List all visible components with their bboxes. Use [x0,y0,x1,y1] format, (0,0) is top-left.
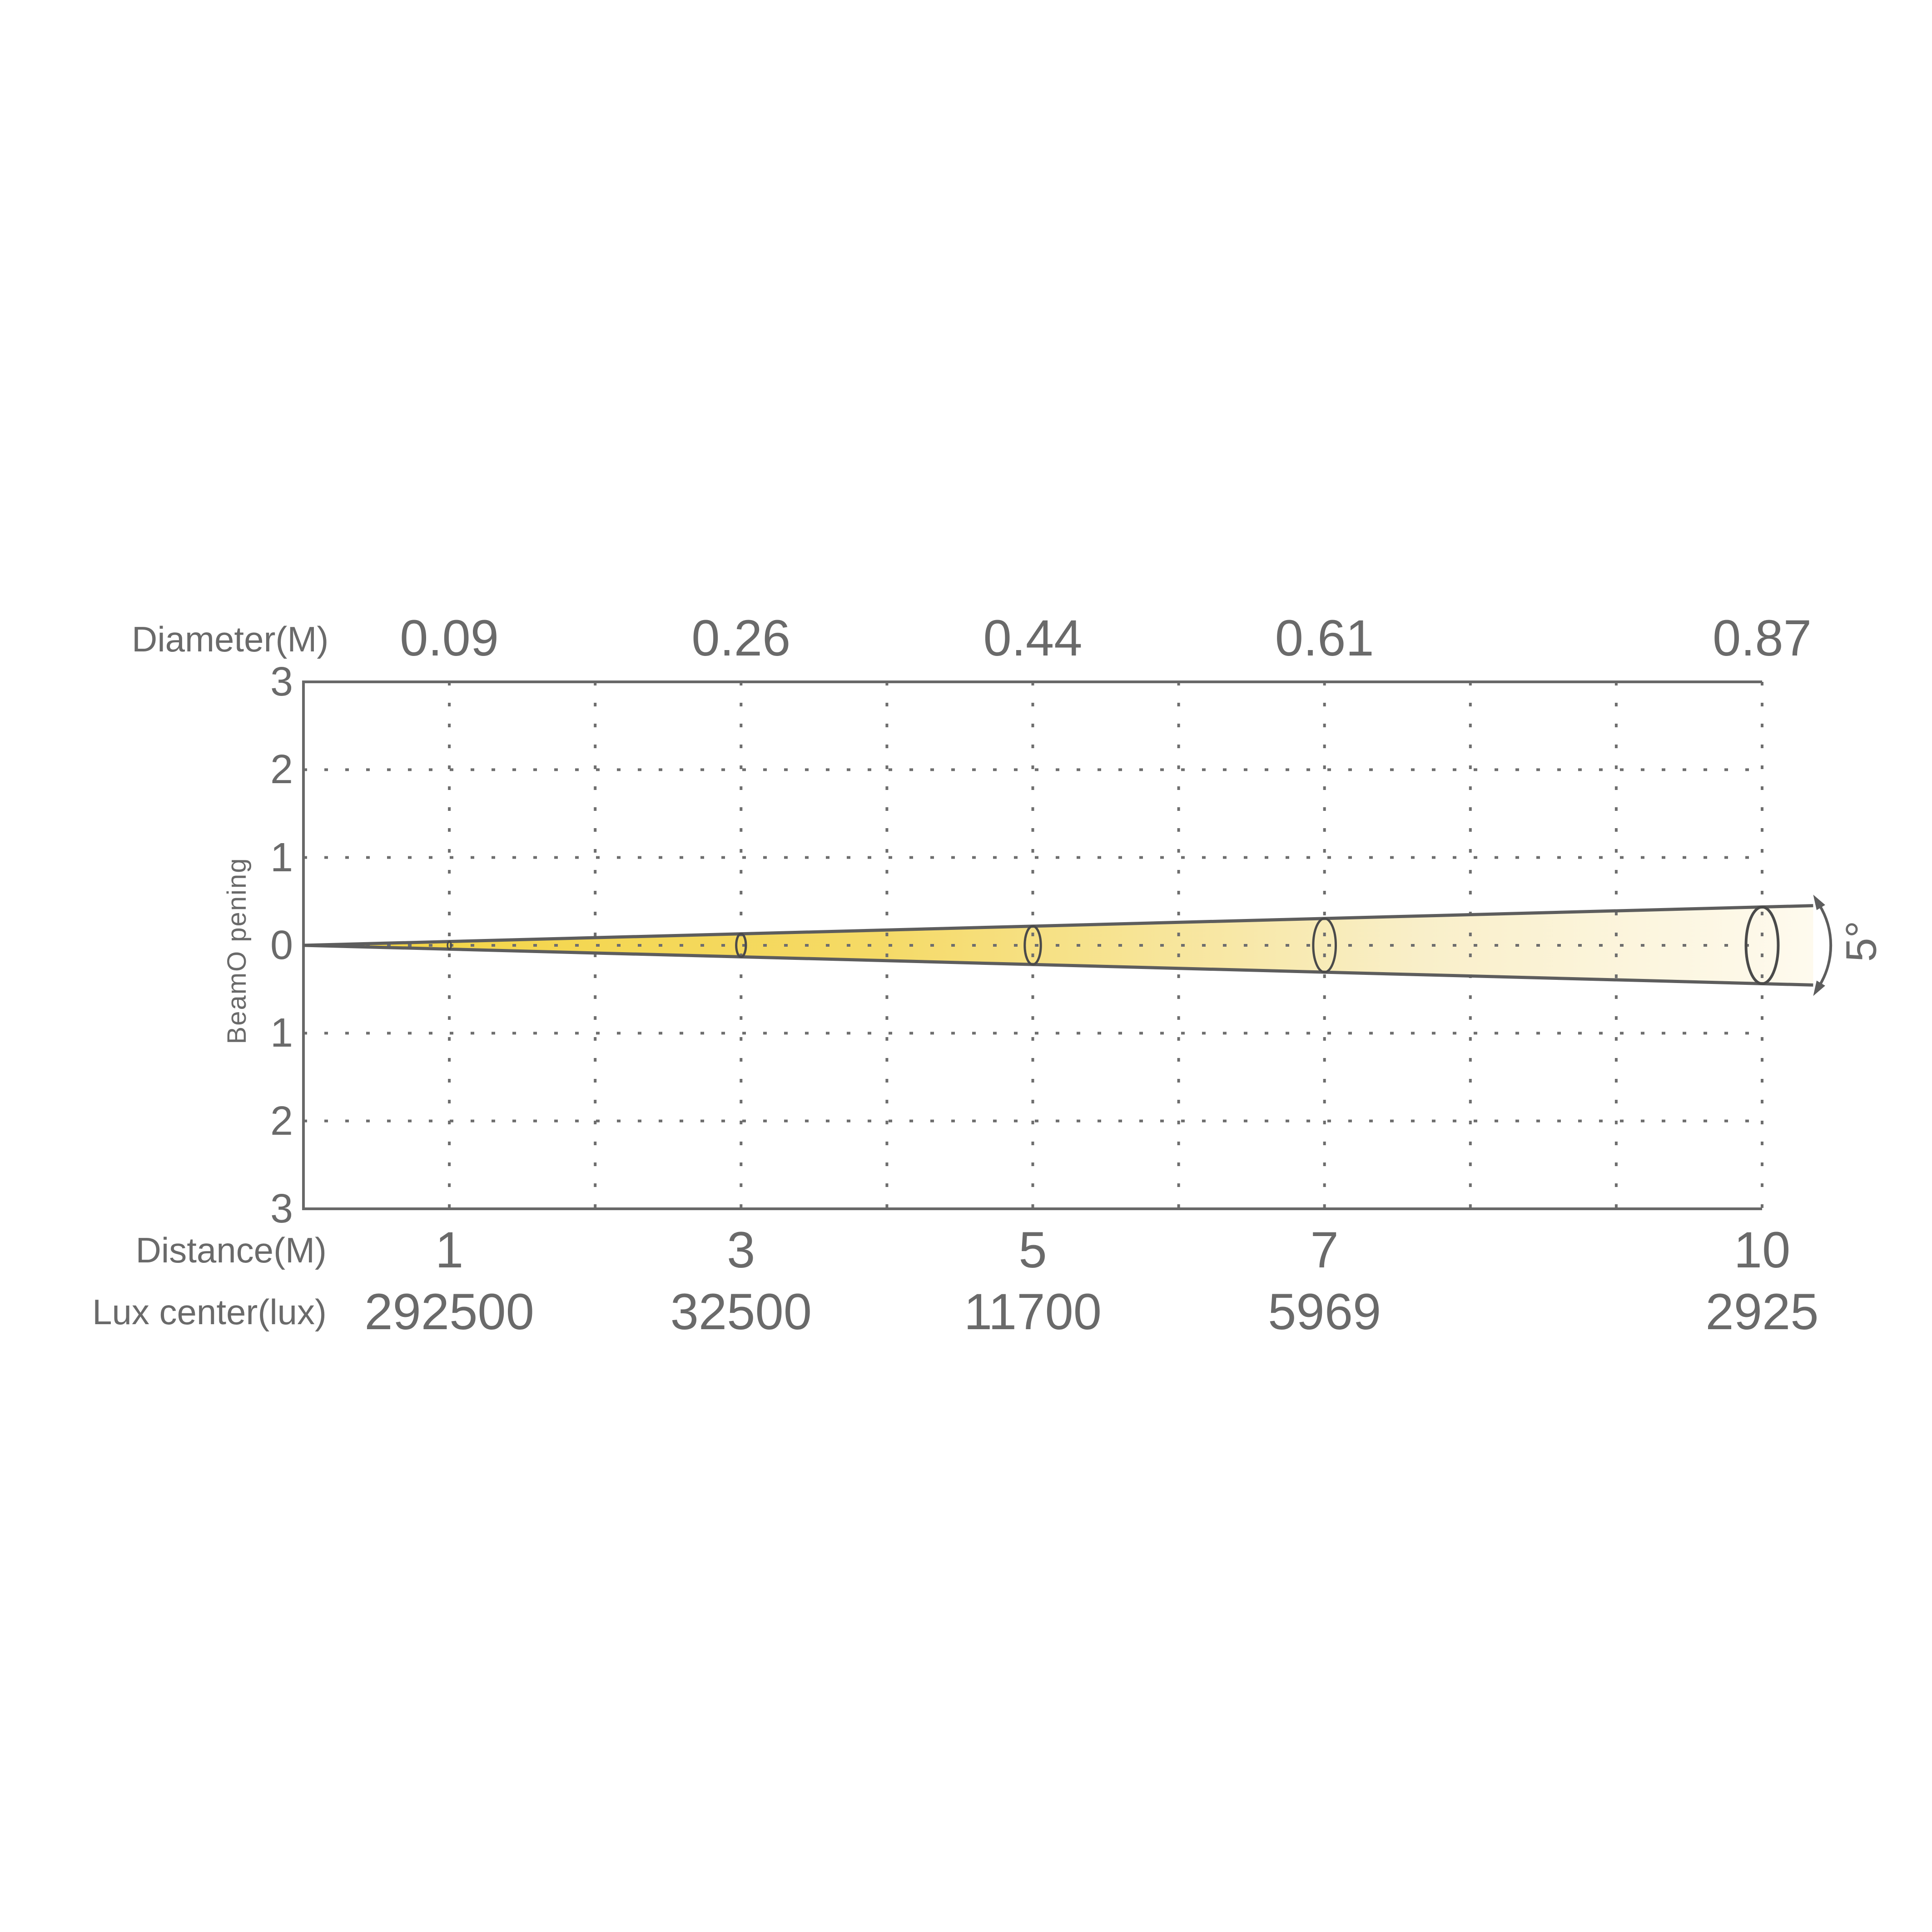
lux-center-value: 11700 [964,1283,1102,1340]
lux-center-value: 32500 [670,1283,812,1340]
distance-value: 3 [727,1222,755,1278]
diameter-value: 0.61 [1275,610,1374,666]
beam-angle-label: 5° [1837,920,1886,962]
diameter-value: 0.09 [400,610,499,666]
bottom-axis-title: Distance(M) [135,1230,327,1270]
y-axis-tick-label: 2 [270,1098,293,1144]
y-axis-tick-label: 0 [270,923,293,968]
y-axis-tick-label: 1 [270,834,293,880]
distance-value: 1 [435,1222,464,1278]
lux-row-title: Lux center(lux) [92,1292,327,1332]
lux-center-value: 5969 [1268,1283,1381,1340]
distance-value: 7 [1310,1222,1339,1278]
lux-center-value: 2925 [1705,1283,1819,1340]
diameter-value: 0.44 [983,610,1083,666]
diameter-value: 0.87 [1713,610,1812,666]
y-axis-tick-label: 3 [270,1186,293,1232]
distance-value: 10 [1733,1222,1791,1278]
y-axis-title: BeamO pening [222,857,252,1044]
y-axis-tick-label: 2 [270,747,293,793]
distance-value: 5 [1018,1222,1047,1278]
diameter-value: 0.26 [691,610,791,666]
top-axis-title: Diameter(M) [132,619,329,659]
y-axis-tick-label: 1 [270,1010,293,1056]
lux-center-value: 292500 [364,1283,534,1340]
y-axis-tick-label: 3 [270,659,293,705]
